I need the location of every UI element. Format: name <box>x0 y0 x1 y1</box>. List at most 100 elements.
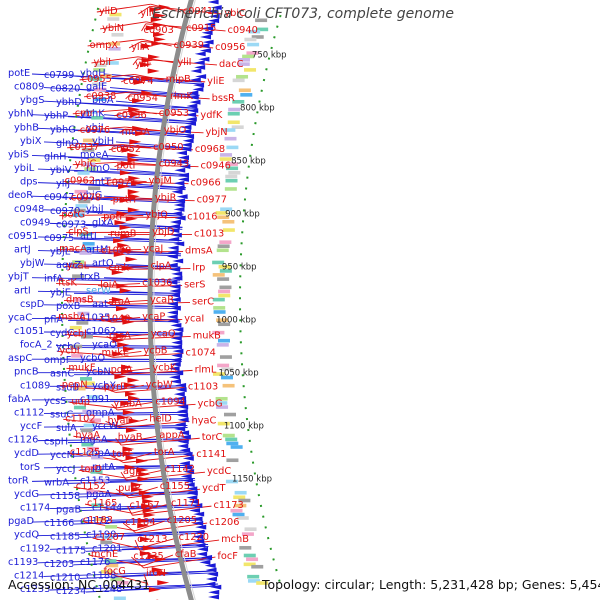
plus-strand-gene-label[interactable]: cfaB <box>175 549 197 560</box>
plus-strand-gene-label[interactable]: hyaA <box>75 430 100 441</box>
plus-strand-gene-label[interactable]: c0937 <box>69 142 99 153</box>
plus-strand-gene-label[interactable]: torA <box>154 447 175 458</box>
minus-strand-gene-label[interactable]: c1203 <box>44 559 74 570</box>
plus-strand-gene-label[interactable]: helD <box>149 413 172 424</box>
plus-strand-gene-label[interactable]: pqiA <box>111 364 133 375</box>
minus-strand-gene-label[interactable]: torS <box>20 462 40 473</box>
plus-strand-gene-label[interactable]: ycbL <box>59 345 82 356</box>
minus-strand-gene-label[interactable]: ybiL <box>14 163 35 174</box>
plus-strand-gene-label[interactable]: c0940 <box>228 25 258 36</box>
plus-strand-gene-label[interactable]: c0956 <box>215 42 245 53</box>
plus-strand-gene-label[interactable]: rpsA <box>109 330 131 341</box>
plus-strand-gene-label[interactable]: msbA <box>58 311 86 322</box>
plus-strand-gene-label[interactable]: c1125 <box>70 447 100 458</box>
plus-strand-gene-label[interactable]: yliF <box>135 59 152 70</box>
plus-strand-gene-label[interactable]: c1008 <box>101 246 131 257</box>
plus-strand-gene-label[interactable]: hyaC <box>191 415 216 426</box>
plus-strand-gene-label[interactable]: potI <box>116 161 135 172</box>
minus-strand-gene-label[interactable]: yccF <box>20 421 43 432</box>
plus-strand-gene-label[interactable]: c0946 <box>200 161 230 172</box>
plus-strand-gene-label[interactable]: aroA <box>108 296 131 307</box>
plus-strand-gene-label[interactable]: yliI <box>177 57 191 68</box>
plus-strand-gene-label[interactable]: c1213 <box>137 534 167 545</box>
plus-strand-gene-label[interactable]: c1102 <box>65 413 95 424</box>
plus-strand-gene-label[interactable]: mdaA <box>121 127 150 138</box>
plus-strand-gene-label[interactable]: ybjC <box>75 159 97 170</box>
minus-strand-gene-label[interactable]: c1051 <box>14 326 44 337</box>
minus-strand-gene-label[interactable]: ycaC <box>8 312 32 323</box>
minus-strand-gene-label[interactable]: aspC <box>8 353 32 364</box>
minus-strand-gene-label[interactable]: ybgS <box>20 95 44 106</box>
plus-strand-gene-label[interactable]: mukE <box>102 347 130 358</box>
plus-strand-gene-label[interactable]: ycbW <box>146 379 173 390</box>
plus-strand-gene-label[interactable]: c1013 <box>194 229 224 240</box>
minus-strand-gene-label[interactable]: pgaD <box>8 516 34 527</box>
minus-strand-gene-label[interactable]: trxB <box>80 272 100 283</box>
plus-strand-gene-label[interactable]: ycaP <box>142 311 165 322</box>
minus-strand-gene-label[interactable]: ycdD <box>14 448 39 459</box>
minus-strand-gene-label[interactable]: aat <box>92 299 108 310</box>
minus-strand-gene-label[interactable]: ybhD <box>56 97 82 108</box>
plus-strand-gene-label[interactable]: c0952 <box>111 144 141 155</box>
plus-strand-gene-label[interactable]: ftsK <box>58 278 77 289</box>
minus-strand-gene-label[interactable]: c1192 <box>20 543 50 554</box>
minus-strand-gene-label[interactable]: c1193 <box>8 557 38 568</box>
plus-strand-gene-label[interactable]: c1205 <box>167 515 197 526</box>
plus-strand-gene-label[interactable]: c1155 <box>160 481 190 492</box>
plus-strand-gene-label[interactable]: loiA <box>100 280 118 291</box>
minus-strand-gene-label[interactable]: ybiV <box>50 165 72 176</box>
minus-strand-gene-label[interactable]: c0947 <box>44 192 74 203</box>
minus-strand-gene-label[interactable]: c1166 <box>44 518 74 529</box>
minus-strand-gene-label[interactable]: ybiX <box>20 136 42 147</box>
plus-strand-gene-label[interactable]: clpA <box>150 261 171 272</box>
plus-strand-gene-label[interactable]: c0968 <box>195 144 225 155</box>
minus-strand-gene-label[interactable]: cspD <box>20 299 44 310</box>
plus-strand-gene-label[interactable]: c1165 <box>87 498 117 509</box>
plus-strand-gene-label[interactable]: lrp <box>192 263 205 274</box>
plus-strand-gene-label[interactable]: ydfK <box>200 110 222 121</box>
minus-strand-gene-label[interactable]: ycdG <box>14 489 39 500</box>
plus-strand-gene-label[interactable]: ybjN <box>205 127 227 138</box>
plus-strand-gene-label[interactable]: c1141 <box>196 449 226 460</box>
plus-strand-gene-label[interactable]: c1207 <box>95 532 125 543</box>
plus-strand-gene-label[interactable]: c0978 <box>71 193 101 204</box>
minus-strand-gene-label[interactable]: artI <box>14 285 31 296</box>
minus-strand-gene-label[interactable]: pncB <box>14 367 39 378</box>
plus-strand-gene-label[interactable]: c0943 <box>159 159 189 170</box>
plus-strand-gene-label[interactable]: c0938 <box>86 91 116 102</box>
minus-strand-gene-label[interactable]: glnH <box>44 151 67 162</box>
minus-strand-gene-label[interactable]: sulA <box>56 423 77 434</box>
plus-strand-gene-label[interactable]: yliE <box>207 76 224 87</box>
minus-strand-gene-label[interactable]: ybjJ <box>86 204 104 215</box>
minus-strand-gene-label[interactable]: artJ <box>14 245 31 256</box>
minus-strand-gene-label[interactable]: c1174 <box>20 503 50 514</box>
minus-strand-gene-label[interactable]: ycsS <box>44 396 67 407</box>
plus-strand-gene-label[interactable]: ycdC <box>207 466 231 477</box>
plus-strand-gene-label[interactable]: c0953 <box>159 108 189 119</box>
plus-strand-gene-label[interactable]: serC <box>192 296 214 307</box>
plus-strand-gene-label[interactable]: ybjO <box>164 125 187 136</box>
minus-strand-gene-label[interactable]: ybhN <box>8 109 34 120</box>
plus-strand-gene-label[interactable]: ybjM <box>149 176 172 187</box>
plus-strand-gene-label[interactable]: torD <box>81 464 102 475</box>
plus-strand-gene-label[interactable]: c1036 <box>142 278 172 289</box>
plus-strand-gene-label[interactable]: rimK <box>170 91 193 102</box>
plus-strand-gene-label[interactable]: ompX <box>90 40 119 51</box>
plus-strand-gene-label[interactable]: mipB <box>166 74 191 85</box>
plus-strand-gene-label[interactable]: agp <box>123 466 141 477</box>
plus-strand-gene-label[interactable]: c1074 <box>186 347 216 358</box>
plus-strand-gene-label[interactable]: dmsB <box>66 294 94 305</box>
plus-strand-gene-label[interactable]: c1183 <box>83 515 113 526</box>
plus-strand-gene-label[interactable]: mchB <box>221 534 249 545</box>
plus-strand-gene-label[interactable]: hyaD <box>107 415 133 426</box>
plus-strand-gene-label[interactable]: ycaQ <box>151 328 176 339</box>
plus-strand-gene-label[interactable]: cmk <box>108 263 129 274</box>
plus-strand-gene-label[interactable]: yliD <box>99 6 118 17</box>
plus-strand-gene-label[interactable]: c1173 <box>213 500 243 511</box>
plus-strand-gene-label[interactable]: ycbG <box>198 398 223 409</box>
plus-strand-gene-label[interactable]: c1167 <box>129 500 159 511</box>
plus-strand-gene-label[interactable]: cmr <box>75 108 95 119</box>
plus-strand-gene-label[interactable]: c0936 <box>116 110 146 121</box>
plus-strand-gene-label[interactable]: c0954 <box>128 93 158 104</box>
minus-strand-gene-label[interactable]: c1185 <box>50 532 80 543</box>
